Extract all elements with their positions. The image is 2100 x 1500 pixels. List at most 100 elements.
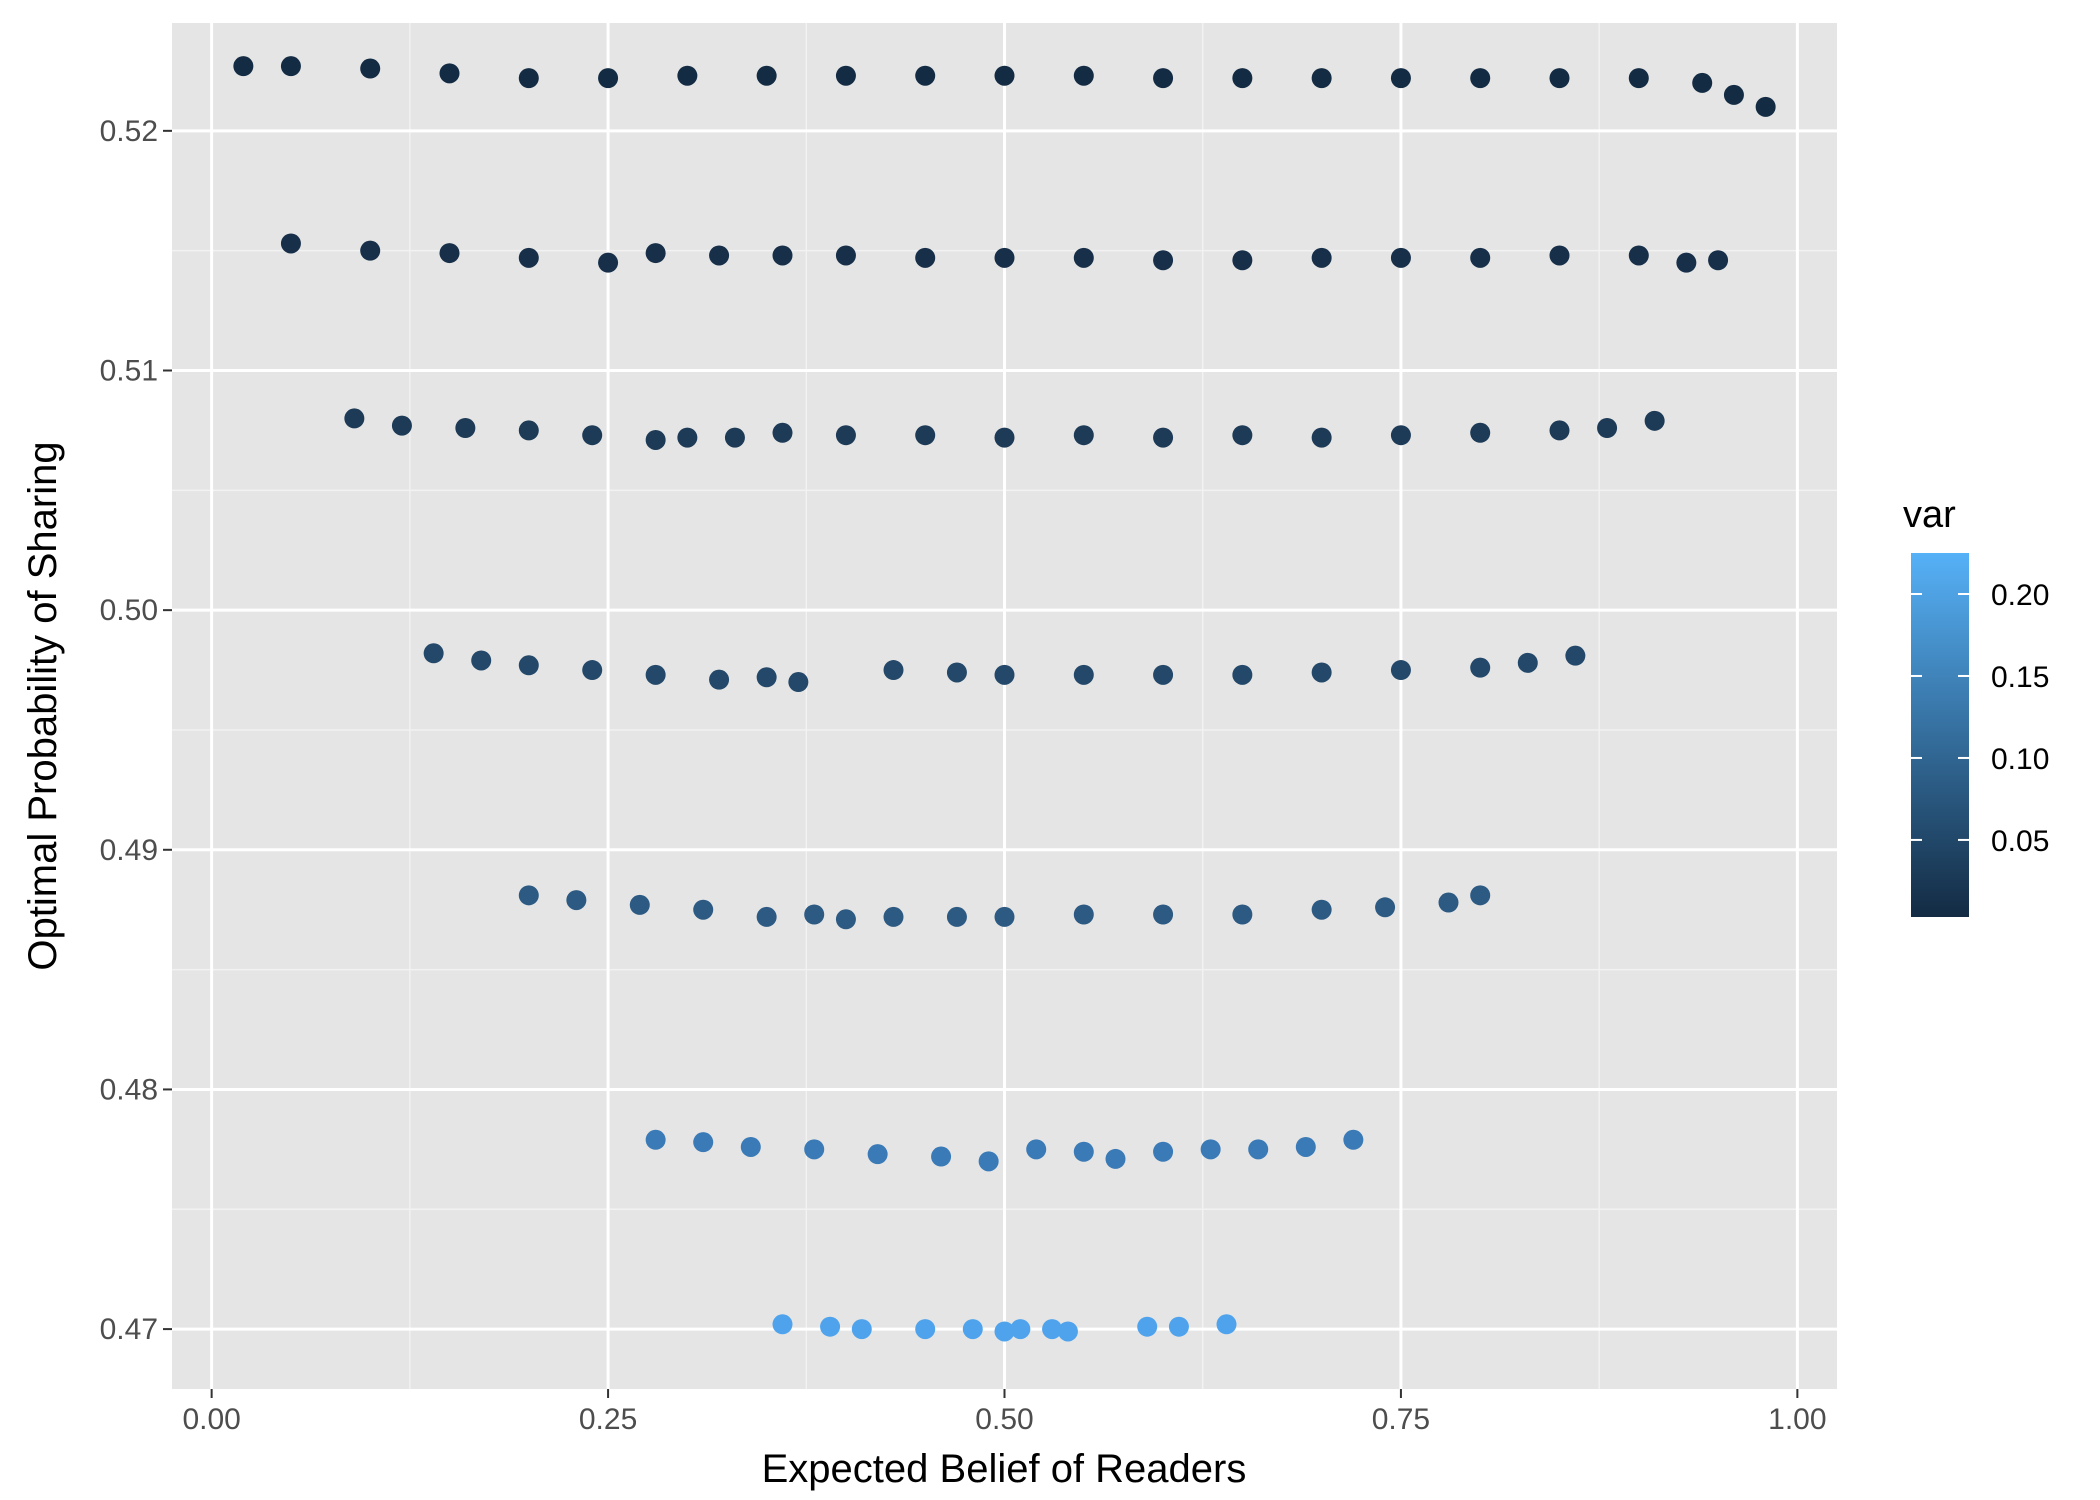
data-point xyxy=(1105,1148,1126,1169)
data-point xyxy=(471,650,492,671)
data-point xyxy=(391,415,412,436)
data-point xyxy=(915,1319,936,1340)
data-point xyxy=(1026,1139,1047,1160)
y-tick-label: 0.49 xyxy=(100,834,158,867)
y-tick-label: 0.50 xyxy=(100,594,158,627)
data-point xyxy=(1470,68,1491,89)
data-point xyxy=(756,906,777,927)
data-point xyxy=(994,1321,1015,1342)
data-point xyxy=(1153,1141,1174,1162)
data-point xyxy=(931,1146,952,1167)
legend: var 0.05 0.10 0.15 0.20 xyxy=(1903,494,2049,917)
data-point xyxy=(677,427,698,448)
data-point xyxy=(1057,1321,1078,1342)
data-point xyxy=(724,427,745,448)
data-point xyxy=(1200,1139,1221,1160)
data-point xyxy=(1628,245,1649,266)
data-point xyxy=(1073,904,1094,925)
data-point xyxy=(645,664,666,685)
data-point xyxy=(1073,1141,1094,1162)
data-point xyxy=(1692,72,1713,93)
data-point xyxy=(709,245,730,266)
data-point xyxy=(1438,892,1459,913)
data-point xyxy=(1232,250,1253,271)
data-point xyxy=(1390,68,1411,89)
data-point xyxy=(1073,65,1094,86)
data-point xyxy=(1248,1139,1269,1160)
data-point xyxy=(1470,885,1491,906)
x-axis-title: Expected Belief of Readers xyxy=(762,1447,1247,1491)
data-point xyxy=(1311,247,1332,268)
data-point xyxy=(820,1316,841,1337)
series-group xyxy=(233,56,1776,117)
y-tick-label: 0.47 xyxy=(100,1313,158,1346)
y-axis-title: Optimal Probability of Sharing xyxy=(21,441,65,970)
data-point xyxy=(835,909,856,930)
data-point xyxy=(883,906,904,927)
data-point xyxy=(835,245,856,266)
data-point xyxy=(962,1319,983,1340)
data-point xyxy=(804,1139,825,1160)
data-point xyxy=(598,68,619,89)
legend-ticks: 0.05 0.10 0.15 0.20 xyxy=(1911,579,2049,858)
x-tick-label: 0.50 xyxy=(975,1403,1033,1436)
data-point xyxy=(756,667,777,688)
data-point xyxy=(598,252,619,273)
data-point xyxy=(439,243,460,264)
data-point xyxy=(994,664,1015,685)
colorbar-label: 0.10 xyxy=(1991,743,2049,776)
data-point xyxy=(455,418,476,439)
colorbar-label: 0.20 xyxy=(1991,579,2049,612)
data-point xyxy=(1168,1316,1189,1337)
data-point xyxy=(1470,247,1491,268)
y-tick-label: 0.48 xyxy=(100,1073,158,1106)
data-point xyxy=(1470,422,1491,443)
data-point xyxy=(1470,657,1491,678)
data-point xyxy=(1343,1129,1364,1150)
data-point xyxy=(1517,652,1538,673)
data-point xyxy=(1153,904,1174,925)
data-point xyxy=(1042,1319,1063,1340)
data-point xyxy=(1153,250,1174,271)
data-point xyxy=(740,1136,761,1157)
data-point xyxy=(629,894,650,915)
data-point xyxy=(804,904,825,925)
data-point xyxy=(1295,1136,1316,1157)
data-point xyxy=(280,233,301,254)
data-point xyxy=(1232,425,1253,446)
colorbar-label: 0.05 xyxy=(1991,825,2049,858)
data-point xyxy=(835,425,856,446)
data-point xyxy=(788,672,809,693)
series-group xyxy=(518,885,1491,930)
data-point xyxy=(851,1319,872,1340)
x-tick-label: 1.00 xyxy=(1768,1403,1826,1436)
series-group xyxy=(280,233,1729,273)
data-point xyxy=(1311,662,1332,683)
data-point xyxy=(978,1151,999,1172)
data-point xyxy=(518,68,539,89)
data-point xyxy=(994,906,1015,927)
data-point xyxy=(693,1132,714,1153)
data-point xyxy=(946,662,967,683)
data-point xyxy=(280,56,301,77)
series-group xyxy=(645,1129,1364,1172)
data-point xyxy=(1073,664,1094,685)
data-point xyxy=(1232,68,1253,89)
x-tick-label: 0.00 xyxy=(182,1403,240,1436)
data-point xyxy=(946,906,967,927)
data-point xyxy=(772,1314,793,1335)
data-point xyxy=(1755,96,1776,117)
data-point xyxy=(1644,410,1665,431)
data-point xyxy=(645,1129,666,1150)
data-point xyxy=(994,65,1015,86)
data-point xyxy=(1549,245,1570,266)
data-point xyxy=(566,890,587,911)
data-point xyxy=(772,245,793,266)
y-axis: 0.47 0.48 0.49 0.50 0.51 0.52 xyxy=(100,115,172,1346)
data-point xyxy=(1311,68,1332,89)
legend-title: var xyxy=(1903,494,1956,536)
data-point xyxy=(915,425,936,446)
data-point xyxy=(518,420,539,441)
data-point xyxy=(835,65,856,86)
